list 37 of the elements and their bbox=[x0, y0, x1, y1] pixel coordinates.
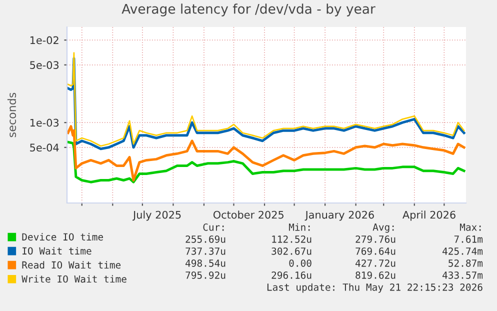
y-axis-title: seconds bbox=[7, 92, 16, 138]
text: 279.76u bbox=[356, 235, 396, 243]
y-tick-label: 5e-04 bbox=[30, 144, 59, 152]
text: 112.52u bbox=[272, 235, 312, 243]
legend-label: Write IO Wait time bbox=[22, 275, 126, 283]
text: 819.62u bbox=[356, 271, 396, 279]
line-series bbox=[67, 125, 466, 182]
legend-label: IO Wait time bbox=[22, 247, 92, 255]
text: 255.69u bbox=[186, 235, 226, 243]
chart-title: Average latency for /dev/vda - by year bbox=[122, 4, 376, 16]
x-tick-label: January 2026 bbox=[304, 210, 374, 221]
text: 52.87m bbox=[448, 259, 483, 267]
legend-label: Read IO Wait time bbox=[22, 261, 121, 269]
y-tick-label: 1e-03 bbox=[30, 118, 59, 127]
text: 433.57m bbox=[442, 271, 483, 279]
x-tick-label: October 2025 bbox=[213, 210, 284, 219]
text: 795.92u bbox=[186, 271, 226, 279]
text: Cur: bbox=[203, 223, 224, 231]
text: 296.16u bbox=[272, 271, 312, 279]
text: 0.00 bbox=[289, 259, 312, 267]
legend-label: Device IO time bbox=[22, 233, 103, 241]
text: Last update: Thu May 21 22:15:23 2026 bbox=[267, 283, 482, 293]
text: 737.37u bbox=[186, 247, 226, 255]
y-tick-label: 1e-02 bbox=[30, 36, 58, 44]
text: Max: bbox=[460, 224, 481, 231]
line-series bbox=[67, 140, 466, 184]
text: 425.74m bbox=[442, 247, 483, 255]
y-tick-label: 5e-03 bbox=[30, 61, 59, 70]
x-tick-label: July 2025 bbox=[132, 210, 181, 221]
x-tick-label: April 2026 bbox=[402, 210, 456, 221]
text: 302.67u bbox=[272, 247, 312, 255]
text: 769.64u bbox=[356, 247, 396, 255]
text: 498.54u bbox=[186, 259, 226, 267]
text: Min: bbox=[288, 223, 310, 231]
text: 427.72u bbox=[356, 259, 396, 267]
text: 7.61m bbox=[454, 235, 483, 243]
text: Avg: bbox=[372, 224, 394, 233]
